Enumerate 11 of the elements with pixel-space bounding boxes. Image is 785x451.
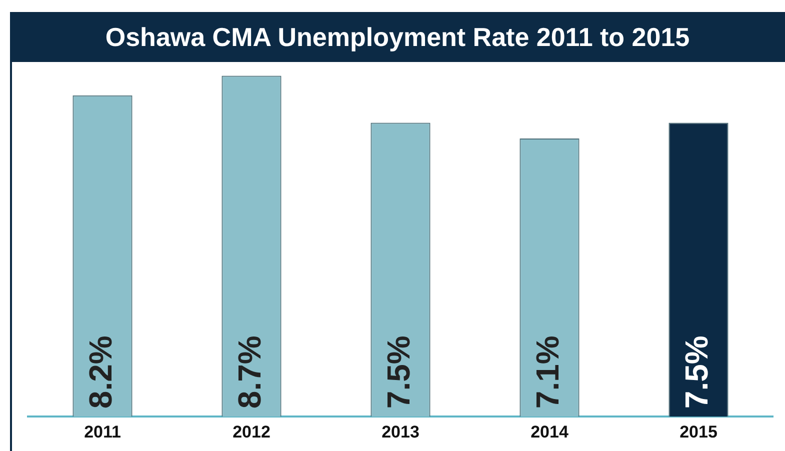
x-tick-label: 2012 <box>232 422 270 442</box>
x-tick-label: 2013 <box>382 422 420 442</box>
chart-title: Oshawa CMA Unemployment Rate 2011 to 2015 <box>10 12 785 62</box>
data-label: 7.5% <box>678 336 714 409</box>
data-label: 7.5% <box>380 336 416 409</box>
data-label: 8.7% <box>231 336 268 409</box>
x-tick-label: 2015 <box>680 422 718 442</box>
data-label: 7.1% <box>529 336 566 409</box>
data-label: 8.2% <box>82 336 118 409</box>
x-tick-label: 2011 <box>84 422 121 442</box>
x-tick-label: 2014 <box>530 422 569 442</box>
